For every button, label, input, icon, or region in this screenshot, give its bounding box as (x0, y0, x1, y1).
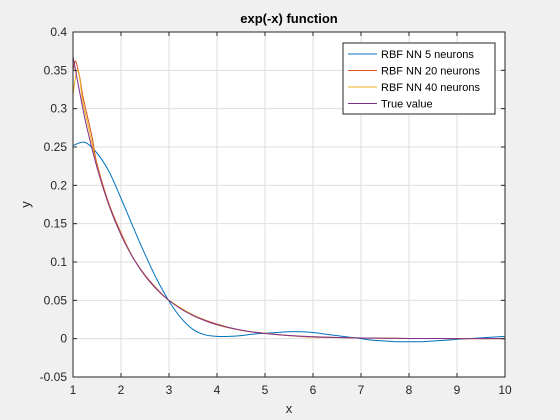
legend-label-rbf-nn-5-neurons: RBF NN 5 neurons (381, 49, 474, 61)
y-tick-label: 0.3 (50, 102, 67, 116)
grid (72, 31, 506, 378)
y-axis-label: y (18, 201, 33, 208)
x-tick-label: 10 (498, 383, 512, 397)
y-tick-label: 0.05 (44, 293, 68, 307)
y-tick-label: -0.05 (40, 370, 68, 384)
legend-label-true-value: True value (381, 99, 433, 111)
y-tick-label: 0.2 (50, 178, 67, 192)
y-tick-label: 0.15 (44, 217, 68, 231)
x-axis-label: x (286, 401, 293, 416)
legend-label-rbf-nn-40-neurons: RBF NN 40 neurons (381, 82, 481, 94)
x-tick-label: 8 (406, 383, 413, 397)
y-tick-label: 0.4 (50, 25, 67, 39)
y-tick-label: 0.1 (50, 255, 67, 269)
chart-title: exp(-x) function (240, 11, 338, 26)
y-tick-label: 0.35 (44, 63, 68, 77)
y-tick-label: 0.25 (44, 140, 68, 154)
legend: RBF NN 5 neurons RBF NN 20 neurons RBF NN … (342, 42, 496, 115)
series-layer (72, 56, 506, 343)
x-tick-label: 9 (454, 383, 461, 397)
series-line-rbf-nn-5-neurons (72, 141, 506, 343)
x-tick-label: 1 (70, 383, 77, 397)
x-tick-label: 5 (262, 383, 269, 397)
series-line-true-value (72, 56, 506, 340)
x-tick-label: 2 (118, 383, 125, 397)
x-tick-label: 4 (214, 383, 221, 397)
legend-label-rbf-nn-20-neurons: RBF NN 20 neurons (381, 66, 481, 78)
x-tick-label: 7 (358, 383, 365, 397)
x-tick-label: 3 (166, 383, 173, 397)
x-tick-label: 6 (310, 383, 317, 397)
y-axis-ticks: -0.05 0 0.05 0.1 0.15 0.2 0.25 0.3 0.35 0.4 (40, 25, 505, 384)
plot-border (72, 31, 506, 378)
legend-box (342, 42, 496, 115)
x-axis-ticks: 1 2 3 4 5 6 7 8 9 10 (70, 32, 512, 397)
y-tick-label: 0 (60, 332, 67, 346)
